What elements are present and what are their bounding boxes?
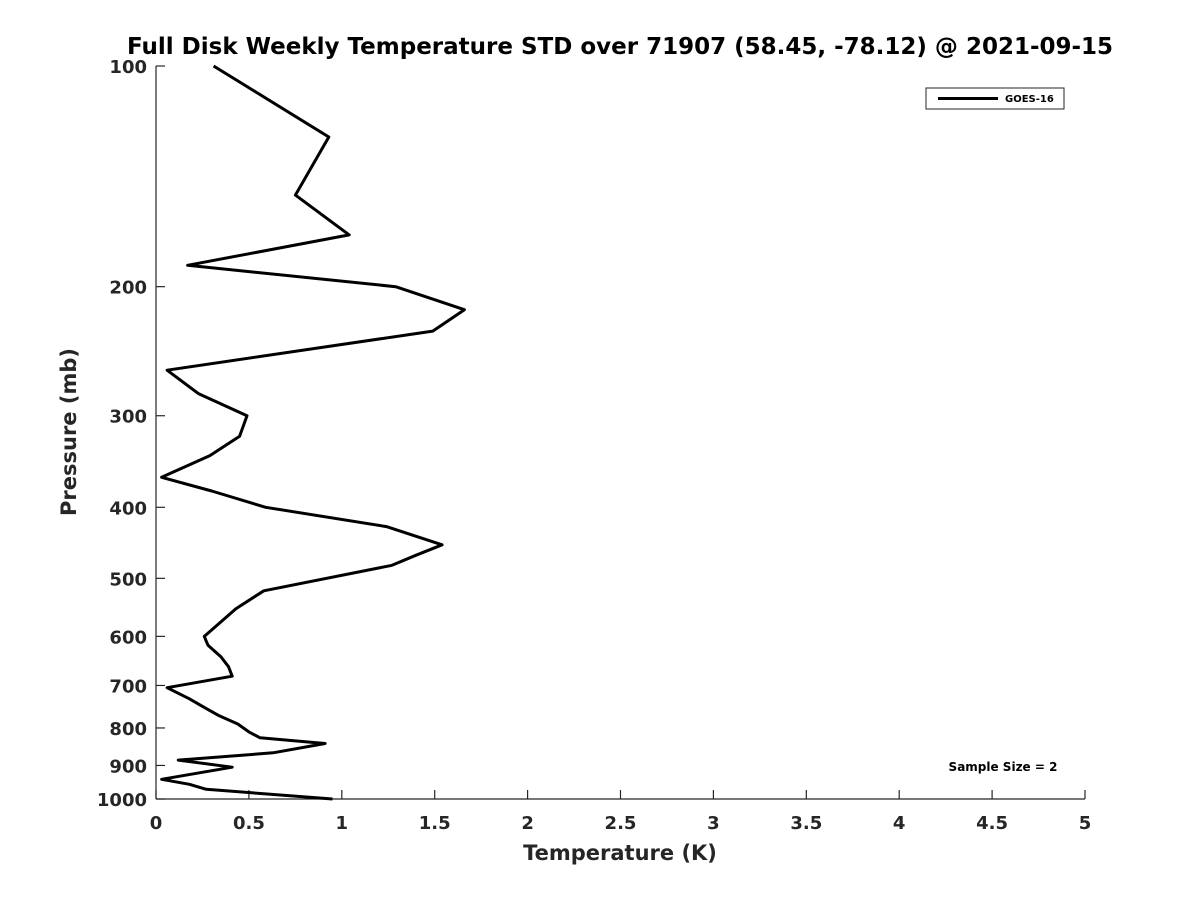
y-axis-ticks: 100 200 300 400 500 600 700 800 900 1000 [97,57,165,811]
x-tick-label: 5 [1079,813,1092,834]
x-tick-label: 3 [707,813,720,834]
plot-area: 0 0.5 1 1.5 2 2.5 3 3.5 4 4.5 5 100 200 300 400 500 600… [97,57,1091,834]
x-tick-label: 0 [150,813,163,834]
chart-title: Full Disk Weekly Temperature STD over 71… [127,34,1113,60]
y-tick-label: 100 [109,57,147,78]
x-axis-ticks: 0 0.5 1 1.5 2 2.5 3 3.5 4 4.5 5 [150,790,1092,834]
sample-size-annotation: Sample Size = 2 [949,760,1058,774]
x-tick-label: 1.5 [419,813,451,834]
legend: GOES-16 [925,87,1065,110]
series-line-goes-16 [160,64,466,801]
x-axis-label: Temperature (K) [523,841,717,865]
x-tick-label: 4 [893,813,906,834]
x-tick-label: 2 [521,813,534,834]
x-tick-label: 2.5 [605,813,637,834]
y-tick-label: 500 [109,569,147,590]
x-tick-label: 0.5 [233,813,265,834]
legend-entry-goes-16: GOES-16 [1005,94,1054,105]
x-tick-label: 1 [336,813,349,834]
y-tick-label: 200 [109,278,147,299]
y-tick-label: 900 [109,756,147,777]
y-tick-label: 300 [109,407,147,428]
y-tick-label: 600 [109,627,147,648]
y-tick-label: 700 [109,676,147,697]
y-tick-label: 1000 [97,790,147,811]
x-tick-label: 4.5 [976,813,1008,834]
y-tick-label: 800 [109,719,147,740]
y-axis-label: Pressure (mb) [57,348,81,516]
x-tick-label: 3.5 [790,813,822,834]
y-tick-label: 400 [109,498,147,519]
